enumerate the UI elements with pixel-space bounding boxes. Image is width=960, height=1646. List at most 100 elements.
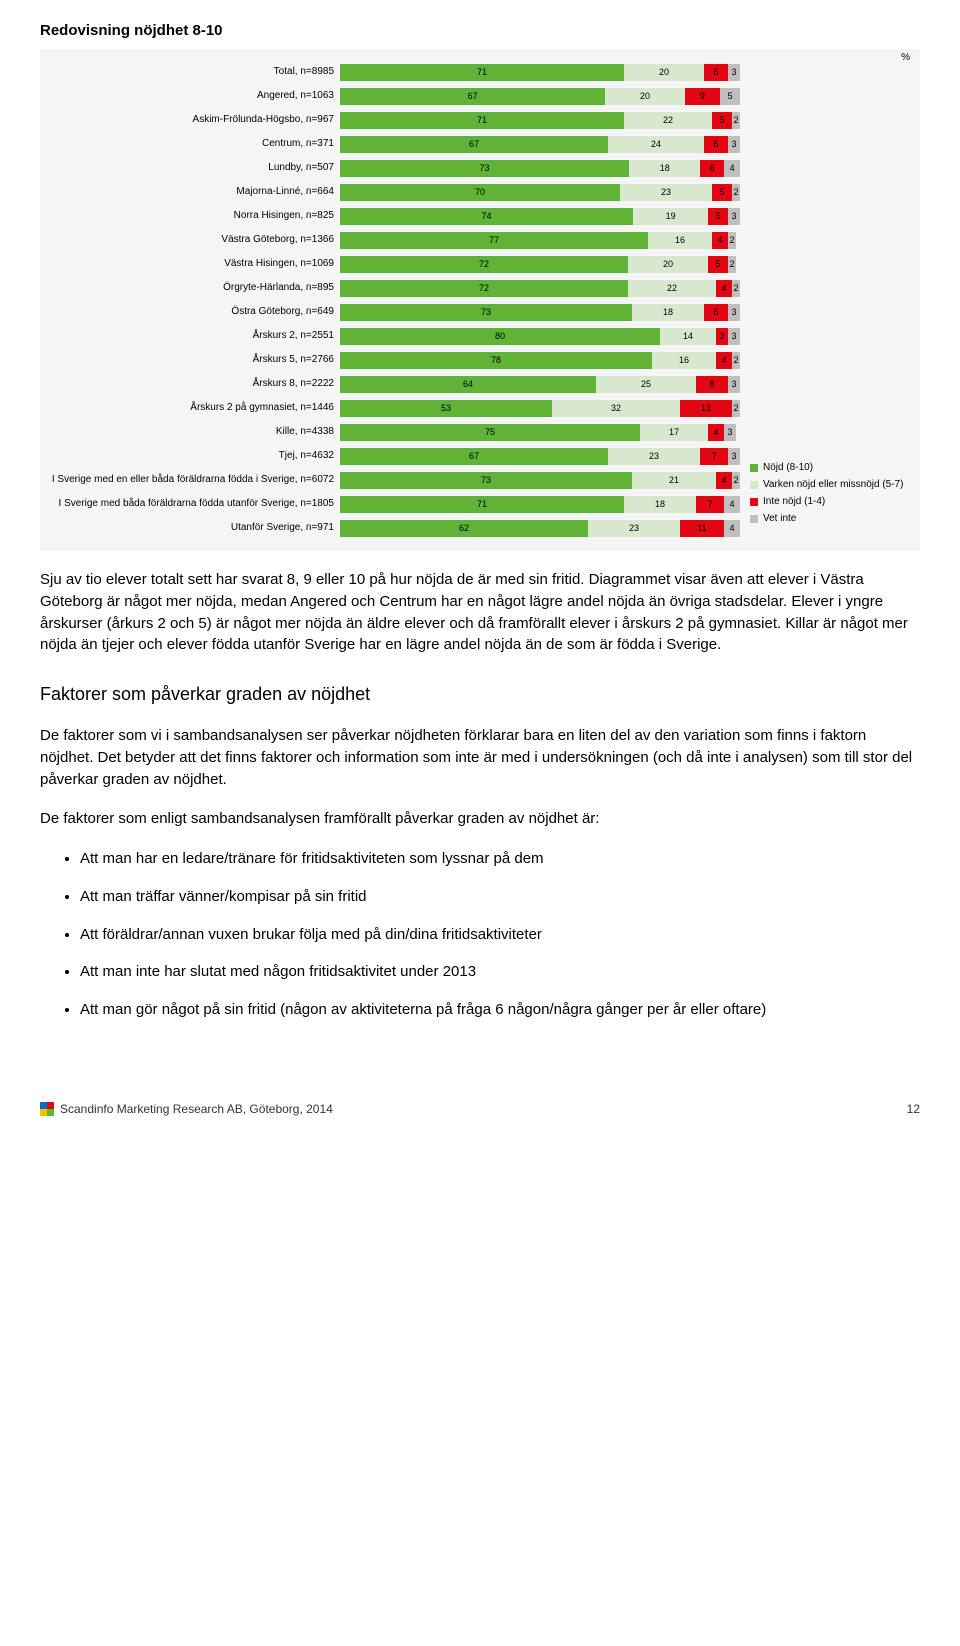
bar-segment: 71 xyxy=(340,64,624,81)
legend-swatch-icon xyxy=(750,481,758,489)
bar-segment: 53 xyxy=(340,400,552,417)
bar-segment: 24 xyxy=(608,136,704,153)
legend: Nöjd (8-10) Varken nöjd eller missnöjd (5… xyxy=(750,458,910,529)
table-row: Total, n=8985712063 xyxy=(50,61,910,83)
bar-segment: 74 xyxy=(340,208,633,225)
bar-segment: 4 xyxy=(724,160,740,177)
row-label: Östra Göteborg, n=649 xyxy=(50,305,340,319)
bar-segment: 5 xyxy=(708,256,728,273)
bar-segment: 4 xyxy=(724,496,740,513)
bar-segment: 4 xyxy=(716,280,732,297)
bar-segment: 77 xyxy=(340,232,648,249)
bar-segment: 5 xyxy=(708,208,728,225)
bar-segment: 2 xyxy=(732,400,740,417)
table-row: Kille, n=4338751743 xyxy=(50,421,910,443)
legend-swatch-icon xyxy=(750,464,758,472)
bar-segment: 72 xyxy=(340,256,628,273)
bar-segment: 9 xyxy=(685,88,721,105)
bar-track: 781642 xyxy=(340,352,740,369)
footer-text: Scandinfo Marketing Research AB, Götebor… xyxy=(60,1101,333,1118)
row-label: Utanför Sverige, n=971 xyxy=(50,521,340,535)
bar-segment: 19 xyxy=(633,208,708,225)
bar-segment: 6 xyxy=(704,304,728,321)
legend-label: Nöjd (8-10) xyxy=(763,461,813,475)
table-row: Årskurs 2, n=2551801433 xyxy=(50,325,910,347)
bar-track: 731863 xyxy=(340,304,740,321)
bar-segment: 3 xyxy=(728,328,740,345)
bar-segment: 67 xyxy=(340,88,605,105)
bar-segment: 6 xyxy=(704,136,728,153)
bar-segment: 73 xyxy=(340,160,629,177)
bar-segment: 72 xyxy=(340,280,628,297)
bar-segment: 22 xyxy=(624,112,712,129)
bullet-list: Att man har en ledare/tränare för fritid… xyxy=(80,848,920,1021)
table-row: Örgryte-Härlanda, n=895722242 xyxy=(50,277,910,299)
list-item: Att man har en ledare/tränare för fritid… xyxy=(80,848,920,870)
bar-track: 731864 xyxy=(340,160,740,177)
bar-segment: 20 xyxy=(624,64,704,81)
row-label: Lundby, n=507 xyxy=(50,161,340,175)
bar-segment: 32 xyxy=(552,400,680,417)
bar-segment: 8 xyxy=(696,376,728,393)
bar-segment: 5 xyxy=(720,88,740,105)
bar-segment: 16 xyxy=(652,352,716,369)
list-item: Att man gör något på sin fritid (någon a… xyxy=(80,999,920,1021)
chart-area: % Total, n=8985712063Angered, n=10636720… xyxy=(40,49,920,551)
legend-label: Inte nöjd (1-4) xyxy=(763,495,825,509)
bar-segment: 2 xyxy=(732,184,740,201)
bar-segment: 2 xyxy=(732,112,740,129)
bar-segment: 3 xyxy=(728,136,740,153)
bar-track: 722242 xyxy=(340,280,740,297)
row-label: Årskurs 2 på gymnasiet, n=1446 xyxy=(50,401,340,415)
table-row: Östra Göteborg, n=649731863 xyxy=(50,301,910,323)
bar-segment: 6 xyxy=(704,64,728,81)
legend-item: Vet inte xyxy=(750,512,910,526)
bar-segment: 18 xyxy=(629,160,700,177)
bar-track: 712252 xyxy=(340,112,740,129)
legend-item: Nöjd (8-10) xyxy=(750,461,910,475)
bar-segment: 70 xyxy=(340,184,620,201)
table-row: Västra Göteborg, n=1366771642 xyxy=(50,229,910,251)
bar-segment: 4 xyxy=(712,232,728,249)
bar-segment: 13 xyxy=(680,400,732,417)
table-row: Norra Hisingen, n=825741953 xyxy=(50,205,910,227)
legend-swatch-icon xyxy=(750,515,758,523)
bar-segment: 2 xyxy=(732,472,740,489)
bar-segment: 22 xyxy=(628,280,716,297)
paragraph-1: Sju av tio elever totalt sett har svarat… xyxy=(40,569,920,656)
bar-track: 801433 xyxy=(340,328,740,345)
table-row: Centrum, n=371672463 xyxy=(50,133,910,155)
bar-track: 6223114 xyxy=(340,520,740,537)
bar-segment: 78 xyxy=(340,352,652,369)
bar-track: 741953 xyxy=(340,208,740,225)
bar-segment: 2 xyxy=(728,256,736,273)
page-number: 12 xyxy=(907,1101,920,1118)
bar-track: 711874 xyxy=(340,496,740,513)
bar-segment: 6 xyxy=(700,160,724,177)
table-row: Årskurs 5, n=2766781642 xyxy=(50,349,910,371)
bar-segment: 3 xyxy=(728,208,740,225)
bar-segment: 4 xyxy=(708,424,724,441)
bar-segment: 64 xyxy=(340,376,596,393)
row-label: Årskurs 2, n=2551 xyxy=(50,329,340,343)
bar-track: 672373 xyxy=(340,448,740,465)
row-label: I Sverige med båda föräldrarna födda uta… xyxy=(50,497,340,511)
bar-segment: 5 xyxy=(712,112,732,129)
bar-segment: 7 xyxy=(696,496,724,513)
bar-segment: 62 xyxy=(340,520,588,537)
legend-item: Inte nöjd (1-4) xyxy=(750,495,910,509)
bar-track: 672095 xyxy=(340,88,740,105)
bar-segment: 3 xyxy=(728,304,740,321)
legend-item: Varken nöjd eller missnöjd (5-7) xyxy=(750,478,910,492)
bar-track: 702352 xyxy=(340,184,740,201)
paragraph-2: De faktorer som vi i sambandsanalysen se… xyxy=(40,725,920,790)
legend-swatch-icon xyxy=(750,498,758,506)
bar-segment: 2 xyxy=(732,352,740,369)
row-label: Tjej, n=4632 xyxy=(50,449,340,463)
row-label: Centrum, n=371 xyxy=(50,137,340,151)
bar-segment: 71 xyxy=(340,112,624,129)
bar-segment: 71 xyxy=(340,496,624,513)
bar-track: 751743 xyxy=(340,424,740,441)
paragraph-3: De faktorer som enligt sambandsanalysen … xyxy=(40,808,920,830)
bar-segment: 73 xyxy=(340,304,632,321)
